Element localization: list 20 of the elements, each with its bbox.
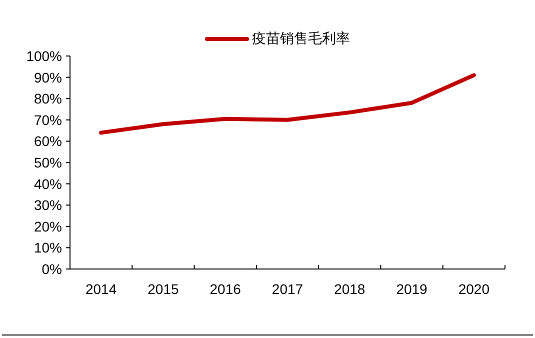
y-tick-label: 30% [34,197,62,214]
x-tick-label: 2016 [210,281,242,297]
y-tick-label: 50% [34,154,62,170]
y-tick-label: 70% [34,112,62,128]
y-tick-label: 90% [34,69,62,86]
x-tick-label: 2020 [458,281,490,297]
y-tick-label: 80% [34,90,62,107]
y-tick-label: 60% [34,133,62,150]
y-tick-label: 100% [26,48,62,64]
y-tick-label: 0% [42,261,62,277]
x-tick-label: 2017 [272,281,304,297]
y-tick-label: 20% [34,218,62,234]
line-series [99,73,476,135]
y-tick-label: 10% [34,240,62,256]
y-tick-label: 40% [34,176,62,192]
x-tick-label: 2018 [334,281,366,297]
x-tick-label: 2019 [396,281,428,297]
legend-label: 疫苗销售毛利率 [252,31,350,47]
x-tick-label: 2014 [85,281,117,297]
x-tick-label: 2015 [148,281,179,297]
